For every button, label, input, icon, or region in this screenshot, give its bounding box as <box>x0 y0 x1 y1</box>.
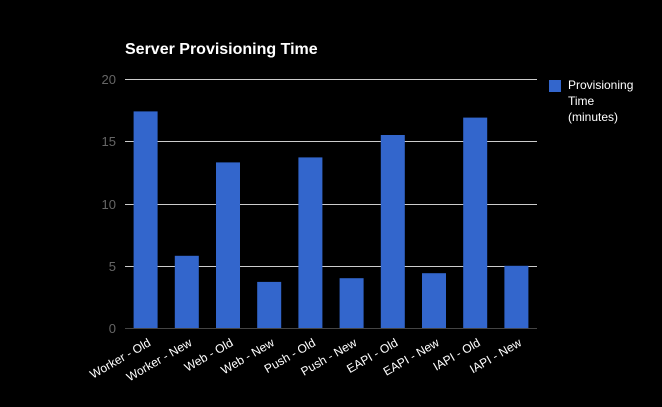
legend-label: Provisioning Time (minutes) <box>568 78 637 124</box>
bar <box>504 265 529 329</box>
bars <box>133 111 529 329</box>
y-tick-label: 10 <box>102 197 116 212</box>
bar <box>133 111 158 329</box>
y-tick-label: 20 <box>102 72 116 87</box>
y-tick-label: 0 <box>109 321 116 336</box>
chart-title: Server Provisioning Time <box>125 41 318 58</box>
legend-swatch <box>549 80 561 92</box>
bar <box>216 162 240 328</box>
legend: Provisioning Time (minutes) <box>549 78 637 124</box>
bar <box>174 255 199 328</box>
y-tick-label: 15 <box>102 134 116 149</box>
legend-label-line-1: Provisioning <box>568 78 633 92</box>
legend-label-line-3: (minutes) <box>568 110 618 124</box>
bar <box>298 157 323 328</box>
y-tick-label: 5 <box>109 259 116 274</box>
bar <box>339 278 364 328</box>
y-axis-ticks: 0 5 10 15 20 <box>102 72 116 336</box>
bar <box>257 281 282 328</box>
bar <box>463 117 488 328</box>
bar <box>380 135 405 328</box>
legend-label-line-2: Time <box>568 94 595 108</box>
bar <box>422 273 446 328</box>
